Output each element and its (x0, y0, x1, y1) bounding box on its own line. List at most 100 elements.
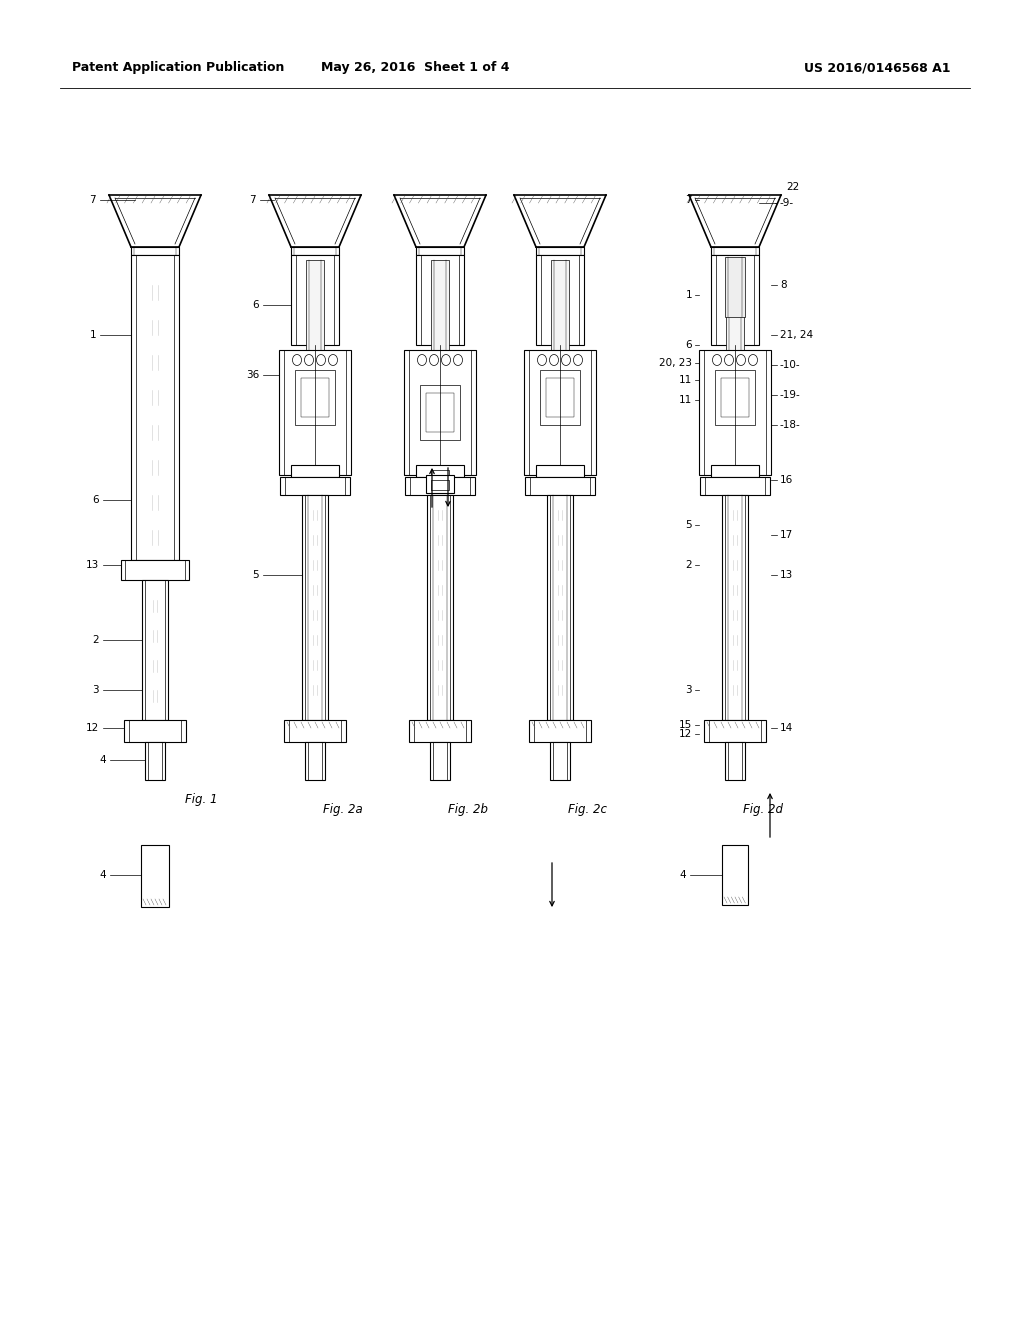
Text: -9-: -9- (780, 198, 795, 209)
Bar (145, 742, 165, 780)
Bar (525, 477, 595, 495)
Bar (711, 465, 759, 477)
Text: Fig. 2c: Fig. 2c (568, 804, 607, 817)
Bar (141, 845, 169, 907)
Bar (536, 465, 584, 477)
Bar (705, 719, 766, 742)
Bar (427, 495, 453, 719)
Text: Fig. 1: Fig. 1 (185, 793, 217, 807)
Bar (416, 247, 464, 255)
Bar (725, 257, 745, 317)
Bar (306, 260, 324, 350)
Bar (121, 560, 189, 579)
Text: Patent Application Publication: Patent Application Publication (72, 62, 285, 74)
Text: 14: 14 (780, 723, 794, 733)
Ellipse shape (550, 355, 558, 366)
Bar (305, 742, 325, 780)
Bar (404, 350, 476, 475)
Bar (721, 378, 749, 417)
Ellipse shape (561, 355, 570, 366)
Text: 4: 4 (99, 755, 106, 766)
Text: 17: 17 (780, 531, 794, 540)
Text: 4: 4 (679, 870, 686, 880)
Ellipse shape (329, 355, 338, 366)
Text: 7: 7 (250, 195, 256, 205)
Bar (295, 370, 335, 425)
Text: 6: 6 (92, 495, 99, 506)
Text: 2: 2 (685, 560, 692, 570)
Bar (722, 495, 748, 719)
Text: 8: 8 (780, 280, 786, 290)
Bar (284, 719, 346, 742)
Ellipse shape (749, 355, 758, 366)
Bar (131, 247, 179, 255)
Ellipse shape (454, 355, 463, 366)
Bar (536, 255, 584, 345)
Bar (715, 370, 755, 425)
Bar (409, 719, 471, 742)
Bar (291, 247, 339, 255)
Bar (547, 495, 573, 719)
Bar (726, 260, 744, 350)
Text: 6: 6 (252, 300, 259, 310)
Bar (416, 465, 464, 477)
Bar (291, 255, 339, 345)
Bar (725, 742, 745, 780)
Ellipse shape (713, 355, 722, 366)
Bar (124, 719, 186, 742)
Text: 4: 4 (99, 870, 106, 880)
Bar (301, 378, 329, 417)
Text: Fig. 2d: Fig. 2d (743, 804, 783, 817)
Bar (711, 247, 759, 255)
Bar (426, 393, 454, 432)
Bar (291, 465, 339, 477)
Text: 21, 24: 21, 24 (780, 330, 813, 341)
Bar (430, 742, 450, 780)
Text: 20, 23: 20, 23 (659, 358, 692, 368)
Text: 1: 1 (89, 330, 96, 341)
Bar (551, 260, 569, 350)
Text: -10-: -10- (780, 360, 801, 370)
Ellipse shape (293, 355, 301, 366)
Bar (699, 350, 771, 475)
Text: 12: 12 (679, 729, 692, 739)
Bar (546, 378, 574, 417)
Text: -18-: -18- (780, 420, 801, 430)
Ellipse shape (316, 355, 326, 366)
Ellipse shape (538, 355, 547, 366)
Text: 2: 2 (92, 635, 99, 645)
Text: 11: 11 (679, 375, 692, 385)
Bar (536, 247, 584, 255)
Text: 1: 1 (685, 290, 692, 300)
Bar (302, 495, 328, 719)
Bar (431, 480, 449, 490)
Ellipse shape (304, 355, 313, 366)
Bar (426, 475, 454, 492)
Bar (524, 350, 596, 475)
Bar (550, 742, 570, 780)
Text: 7: 7 (89, 195, 96, 205)
Text: 3: 3 (685, 685, 692, 696)
Text: 13: 13 (86, 560, 99, 570)
Bar (142, 579, 168, 719)
Ellipse shape (725, 355, 733, 366)
Text: 11: 11 (679, 395, 692, 405)
Text: 13: 13 (780, 570, 794, 579)
Ellipse shape (736, 355, 745, 366)
Text: 12: 12 (86, 723, 99, 733)
Ellipse shape (418, 355, 427, 366)
Text: May 26, 2016  Sheet 1 of 4: May 26, 2016 Sheet 1 of 4 (321, 62, 509, 74)
Text: 22: 22 (786, 182, 800, 191)
Bar (431, 260, 449, 350)
Bar (279, 350, 351, 475)
Text: -19-: -19- (780, 389, 801, 400)
Bar (722, 845, 748, 906)
Text: 15: 15 (679, 719, 692, 730)
Text: Fig. 2a: Fig. 2a (323, 804, 362, 817)
Text: 5: 5 (685, 520, 692, 531)
Bar (431, 470, 449, 490)
Bar (420, 385, 460, 440)
Text: Fig. 2b: Fig. 2b (449, 804, 488, 817)
Text: US 2016/0146568 A1: US 2016/0146568 A1 (804, 62, 950, 74)
Bar (406, 477, 475, 495)
